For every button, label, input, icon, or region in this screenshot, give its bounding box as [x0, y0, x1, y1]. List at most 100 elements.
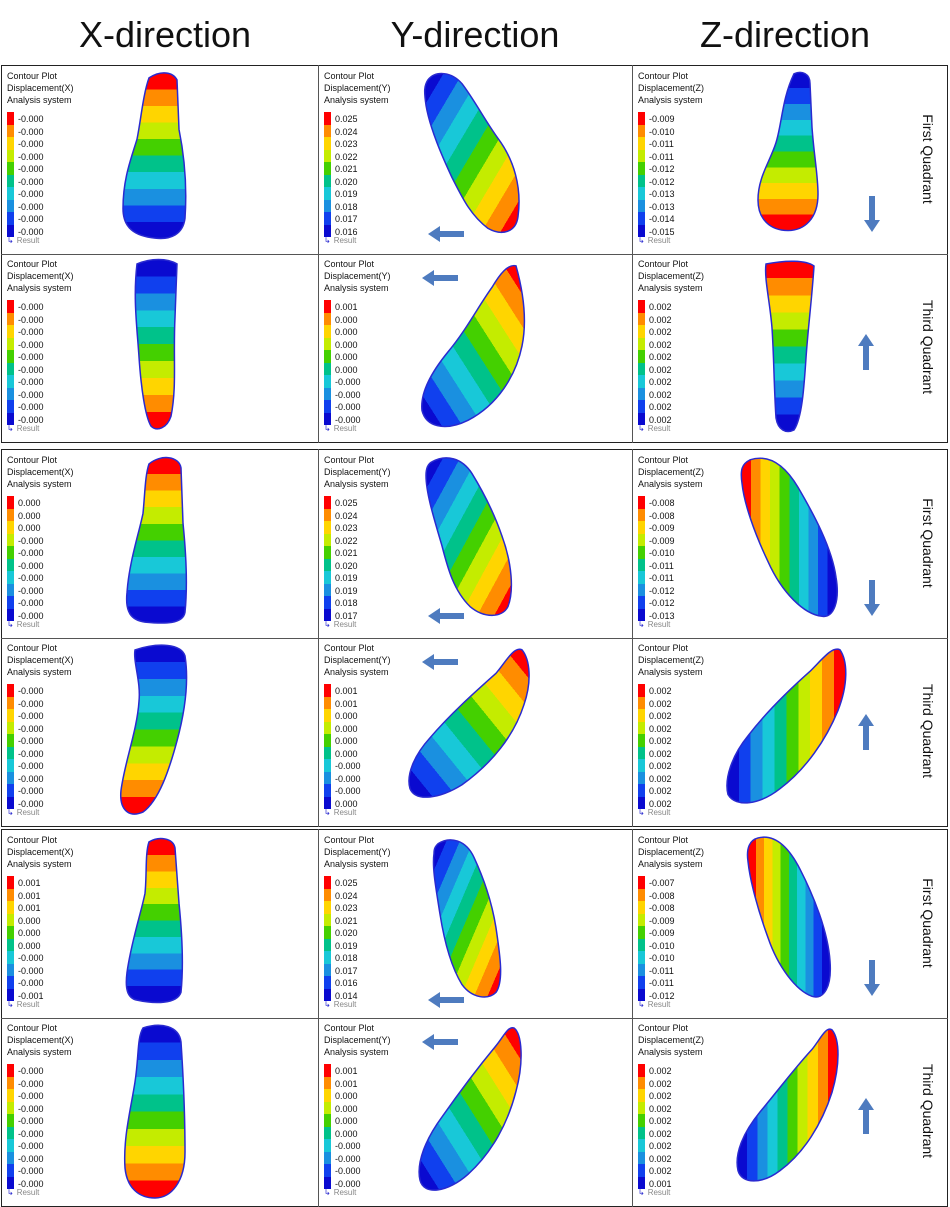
scale-swatch — [638, 1089, 645, 1102]
scale-tick-label: -0.008 — [649, 510, 675, 521]
result-label: Result — [333, 236, 357, 245]
arrow-left-icon — [428, 608, 464, 624]
axis-triad-icon: ↳ — [7, 1000, 14, 1009]
scale-tick-label: -0.000 — [18, 711, 44, 721]
scale-swatch — [324, 1139, 331, 1152]
scale-tick-label: -0.000 — [18, 126, 44, 137]
scale-swatch — [324, 976, 331, 989]
scale-tick-label: 0.000 — [18, 928, 41, 938]
scale-swatch — [324, 174, 331, 187]
scale-tick-label: 0.002 — [649, 786, 672, 796]
scale-swatch — [7, 387, 14, 400]
legend-subtitle: Displacement(Z) — [638, 1035, 705, 1045]
scale-tick-label: 0.002 — [649, 1128, 672, 1139]
scale-swatch — [324, 963, 331, 976]
scale-swatch — [638, 709, 645, 722]
panel-z-row-2: Contour Plot Displacement(Z) Analysis syst… — [632, 254, 946, 442]
legend-subtitle: Displacement(X) — [7, 271, 74, 281]
scale-swatch — [324, 558, 331, 571]
tooth-outline — [408, 648, 530, 798]
scale-swatch — [324, 951, 331, 964]
scale-tick-label: -0.001 — [18, 990, 44, 1001]
legend-system: Analysis system — [324, 859, 389, 869]
scale-tick-label: 0.024 — [335, 890, 358, 901]
result-label: Result — [333, 424, 357, 433]
scale-swatch — [638, 876, 645, 889]
scale-swatch — [7, 963, 14, 976]
scale-swatch — [7, 1139, 14, 1152]
tooth-outline — [425, 457, 513, 617]
scale-swatch — [638, 1176, 645, 1189]
tooth-contour-model — [764, 260, 815, 433]
quadrant-label: Third Quadrant — [920, 1063, 936, 1159]
axis-triad-result: ↳ Result — [324, 1000, 356, 1009]
scale-swatch — [638, 963, 645, 976]
scale-swatch — [638, 1151, 645, 1164]
contour-legend: Contour Plot Displacement(Z) Analysis syst… — [638, 642, 704, 678]
scale-swatch — [7, 1151, 14, 1164]
tooth-contour-model — [120, 644, 188, 815]
legend-subtitle: Displacement(Y) — [324, 655, 391, 665]
legend-title: Contour Plot — [324, 1023, 375, 1033]
scale-swatch — [324, 300, 331, 313]
scale-tick-label: -0.015 — [649, 226, 675, 237]
scale-tick-label: -0.000 — [18, 535, 44, 546]
scale-swatch — [7, 771, 14, 784]
legend-system: Analysis system — [7, 95, 72, 105]
scale-tick-label: -0.000 — [18, 389, 44, 400]
axis-triad-icon: ↳ — [638, 1188, 645, 1197]
panel-x-row-2: Contour Plot Displacement(X) Analysis syst… — [1, 254, 318, 442]
scale-tick-label: 0.025 — [335, 498, 358, 508]
scale-tick-label: -0.000 — [18, 686, 44, 696]
scale-swatch — [7, 888, 14, 901]
legend-subtitle: Displacement(X) — [7, 1035, 74, 1045]
scale-swatch — [638, 162, 645, 175]
legend-title: Contour Plot — [7, 259, 58, 269]
tooth-outline — [432, 839, 502, 998]
scale-tick-label: -0.010 — [649, 940, 675, 951]
scale-swatch — [324, 546, 331, 559]
scale-swatch — [638, 124, 645, 137]
axis-triad-result: ↳ Result — [324, 424, 356, 433]
legend-title: Contour Plot — [638, 835, 689, 845]
legend-system: Analysis system — [324, 667, 389, 677]
scale-swatch — [324, 784, 331, 797]
scale-swatch — [7, 300, 14, 313]
scale-tick-label: 0.023 — [335, 139, 358, 149]
scale-swatch — [324, 684, 331, 697]
scale-tick-label: -0.000 — [18, 748, 44, 759]
scale-tick-label: -0.000 — [18, 189, 44, 199]
axis-triad-result: ↳ Result — [324, 1188, 356, 1197]
scale-swatch — [7, 350, 14, 363]
scale-tick-label: -0.013 — [649, 189, 675, 199]
scale-tick-label: -0.000 — [18, 1128, 44, 1139]
scale-tick-label: 0.017 — [335, 610, 358, 621]
scale-tick-label: -0.000 — [18, 1103, 44, 1114]
tooth-outline — [764, 260, 815, 433]
scale-tick-label: 0.002 — [649, 302, 672, 312]
scale-swatch — [324, 876, 331, 889]
scale-tick-label: 0.001 — [18, 903, 41, 913]
scale-swatch — [324, 1151, 331, 1164]
scale-swatch — [638, 508, 645, 521]
legend-title: Contour Plot — [638, 259, 689, 269]
legend-title: Contour Plot — [324, 259, 375, 269]
scale-swatch — [324, 199, 331, 212]
scale-swatch — [324, 721, 331, 734]
scale-tick-label: 0.000 — [335, 327, 358, 337]
scale-swatch — [638, 1139, 645, 1152]
scale-tick-label: -0.000 — [18, 698, 44, 709]
scale-tick-label: 0.021 — [335, 548, 358, 558]
scale-swatch — [324, 508, 331, 521]
result-label: Result — [333, 1000, 357, 1009]
scale-tick-label: 0.002 — [649, 327, 672, 337]
scale-tick-label: -0.000 — [335, 1141, 361, 1151]
arrow-up-icon — [858, 334, 874, 370]
scale-swatch — [7, 521, 14, 534]
panel-x-row-3: Contour Plot Displacement(X) Analysis syst… — [1, 450, 318, 638]
scale-swatch — [7, 1114, 14, 1127]
legend-subtitle: Displacement(Y) — [324, 83, 391, 93]
legend-subtitle: Displacement(X) — [7, 655, 74, 665]
scale-tick-label: 0.025 — [335, 114, 358, 124]
